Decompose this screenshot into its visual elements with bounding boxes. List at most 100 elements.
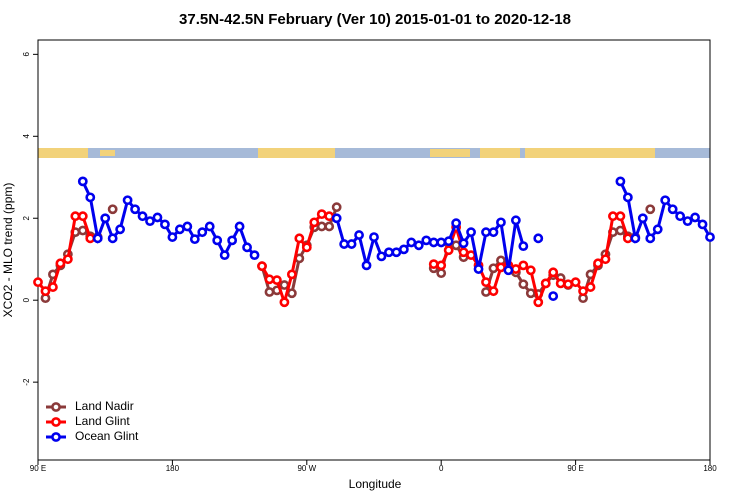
x-axis-label: Longitude: [349, 477, 402, 491]
data-point: [608, 211, 618, 222]
data-point: [481, 287, 491, 297]
data-point: [466, 227, 476, 238]
data-point: [488, 286, 499, 297]
data-point: [346, 239, 357, 249]
data-point: [48, 282, 58, 292]
data-point: [369, 232, 379, 242]
data-point: [70, 211, 81, 222]
data-point: [458, 247, 469, 258]
data-point: [652, 224, 663, 235]
data-point: [174, 224, 185, 235]
data-point: [637, 213, 648, 224]
data-point: [578, 286, 588, 297]
data-point: [451, 240, 462, 251]
data-point: [630, 233, 641, 244]
data-point: [436, 268, 447, 279]
y-axis-label: XCO2 - MLO trend (ppm): [1, 183, 15, 318]
data-point: [667, 204, 678, 215]
data-point: [167, 232, 178, 242]
data-point: [361, 260, 372, 271]
data-point: [660, 195, 671, 206]
data-point: [316, 209, 327, 220]
legend-label: Land Glint: [75, 414, 130, 428]
data-point: [152, 212, 163, 223]
data-point: [451, 218, 462, 229]
data-point: [622, 233, 633, 244]
y-tick-label: -2: [22, 378, 31, 386]
data-point: [428, 237, 439, 248]
data-point: [563, 279, 574, 290]
data-point: [92, 233, 103, 244]
data-point: [286, 288, 297, 299]
data-point: [354, 230, 364, 240]
data-point: [324, 221, 335, 232]
data-point: [398, 244, 409, 255]
legend-marker: [51, 402, 61, 412]
data-point: [391, 247, 402, 258]
x-tick-label: 90 E: [567, 464, 583, 473]
y-tick-label: 6: [22, 52, 31, 57]
data-point: [324, 211, 335, 222]
x-tick-label: 90 W: [297, 464, 316, 473]
data-point: [645, 233, 656, 244]
x-tick-label: 180: [703, 464, 717, 473]
data-point: [413, 240, 424, 251]
data-point: [421, 235, 432, 246]
data-point: [339, 239, 350, 249]
data-point: [234, 221, 245, 232]
data-point: [204, 221, 215, 232]
data-point: [316, 221, 327, 232]
data-point: [85, 192, 96, 203]
data-point: [55, 258, 66, 269]
data-point: [488, 227, 499, 238]
data-point: [212, 235, 223, 246]
data-point: [525, 288, 536, 299]
data-point: [242, 242, 252, 253]
data-point: [697, 219, 708, 230]
data-point: [466, 250, 476, 261]
data-point: [33, 277, 43, 288]
data-point: [481, 227, 491, 238]
data-point: [301, 242, 312, 253]
data-point: [496, 217, 506, 228]
map-strip: [38, 148, 710, 158]
data-point: [62, 254, 73, 265]
data-point: [227, 235, 238, 246]
data-point: [77, 176, 88, 187]
data-point: [518, 260, 529, 271]
data-point: [443, 236, 454, 247]
data-point: [510, 215, 521, 226]
data-point: [682, 216, 693, 227]
data-point: [615, 176, 626, 187]
y-tick-label: 2: [22, 215, 31, 220]
data-point: [518, 241, 529, 252]
data-point: [525, 265, 536, 276]
data-point: [85, 233, 96, 244]
data-point: [384, 247, 394, 258]
data-point: [428, 259, 439, 270]
data-point: [548, 291, 559, 301]
data-point: [115, 224, 126, 235]
legend-label: Ocean Glint: [75, 429, 139, 443]
data-point: [705, 232, 715, 242]
data-point: [145, 216, 155, 227]
data-point: [690, 212, 700, 223]
data-point: [189, 234, 200, 245]
y-tick-label: 4: [22, 134, 31, 139]
data-point: [555, 278, 566, 289]
data-point: [458, 238, 469, 249]
data-point: [122, 195, 133, 206]
x-tick-label: 180: [166, 464, 180, 473]
data-point: [533, 297, 544, 308]
data-point: [137, 211, 148, 222]
data-point: [107, 233, 118, 244]
data-point: [294, 233, 305, 244]
data-point: [615, 211, 626, 222]
data-point: [219, 250, 230, 261]
legend-marker: [51, 417, 61, 427]
data-point: [443, 245, 454, 256]
data-point: [481, 277, 491, 288]
data-point: [593, 258, 603, 269]
data-point: [77, 211, 88, 222]
